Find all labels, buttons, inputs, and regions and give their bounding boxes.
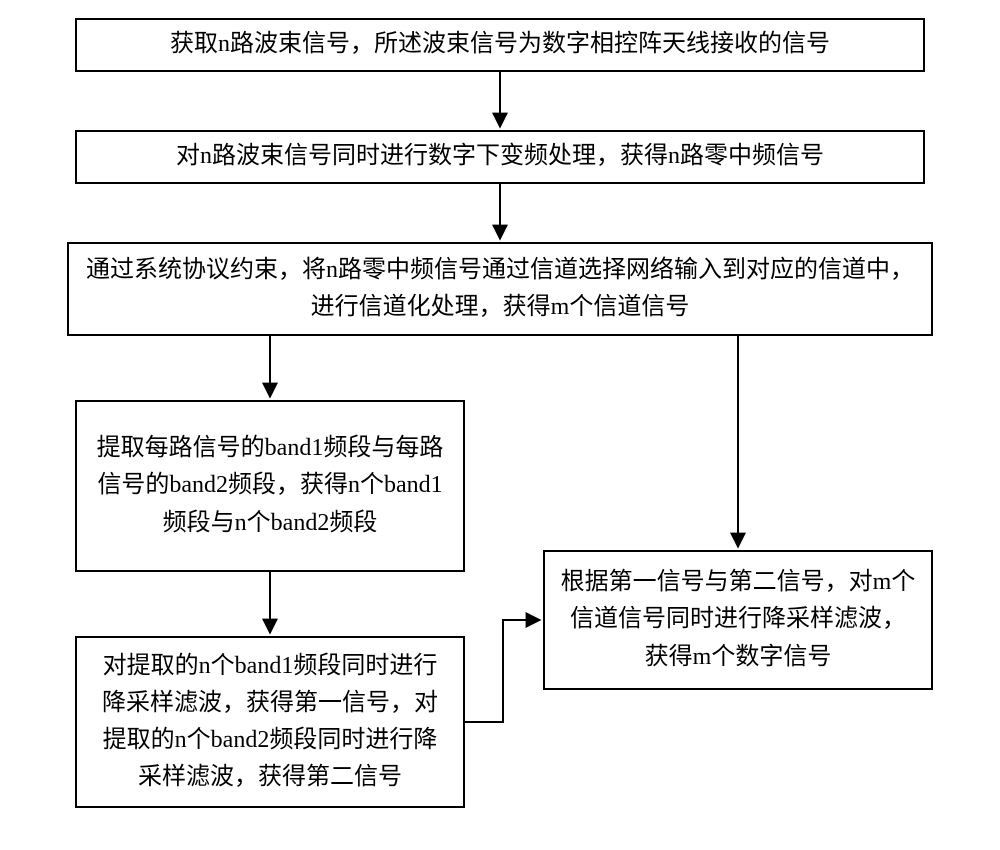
node-digital-downconvert: 对n路波束信号同时进行数字下变频处理，获得n路零中频信号 bbox=[75, 130, 925, 184]
node-text: 提取每路信号的band1频段与每路信号的band2频段，获得n个band1频段与… bbox=[91, 430, 449, 542]
node-text: 对n路波束信号同时进行数字下变频处理，获得n路零中频信号 bbox=[91, 138, 909, 175]
edge-n5-to-n6 bbox=[465, 620, 540, 722]
node-text: 根据第一信号与第二信号，对m个信道信号同时进行降采样滤波，获得m个数字信号 bbox=[559, 564, 917, 676]
node-text: 获取n路波束信号，所述波束信号为数字相控阵天线接收的信号 bbox=[91, 26, 909, 63]
node-text: 通过系统协议约束，将n路零中频信号通过信道选择网络输入到对应的信道中，进行信道化… bbox=[83, 252, 917, 326]
node-downsample-band1-band2: 对提取的n个band1频段同时进行降采样滤波，获得第一信号，对提取的n个band… bbox=[75, 636, 465, 808]
flowchart-canvas: 获取n路波束信号，所述波束信号为数字相控阵天线接收的信号 对n路波束信号同时进行… bbox=[0, 0, 1000, 850]
node-channelization: 通过系统协议约束，将n路零中频信号通过信道选择网络输入到对应的信道中，进行信道化… bbox=[67, 242, 933, 336]
node-extract-band1-band2: 提取每路信号的band1频段与每路信号的band2频段，获得n个band1频段与… bbox=[75, 400, 465, 572]
node-text: 对提取的n个band1频段同时进行降采样滤波，获得第一信号，对提取的n个band… bbox=[91, 648, 449, 797]
node-acquire-beam-signals: 获取n路波束信号，所述波束信号为数字相控阵天线接收的信号 bbox=[75, 18, 925, 72]
node-downsample-m-channels: 根据第一信号与第二信号，对m个信道信号同时进行降采样滤波，获得m个数字信号 bbox=[543, 550, 933, 690]
